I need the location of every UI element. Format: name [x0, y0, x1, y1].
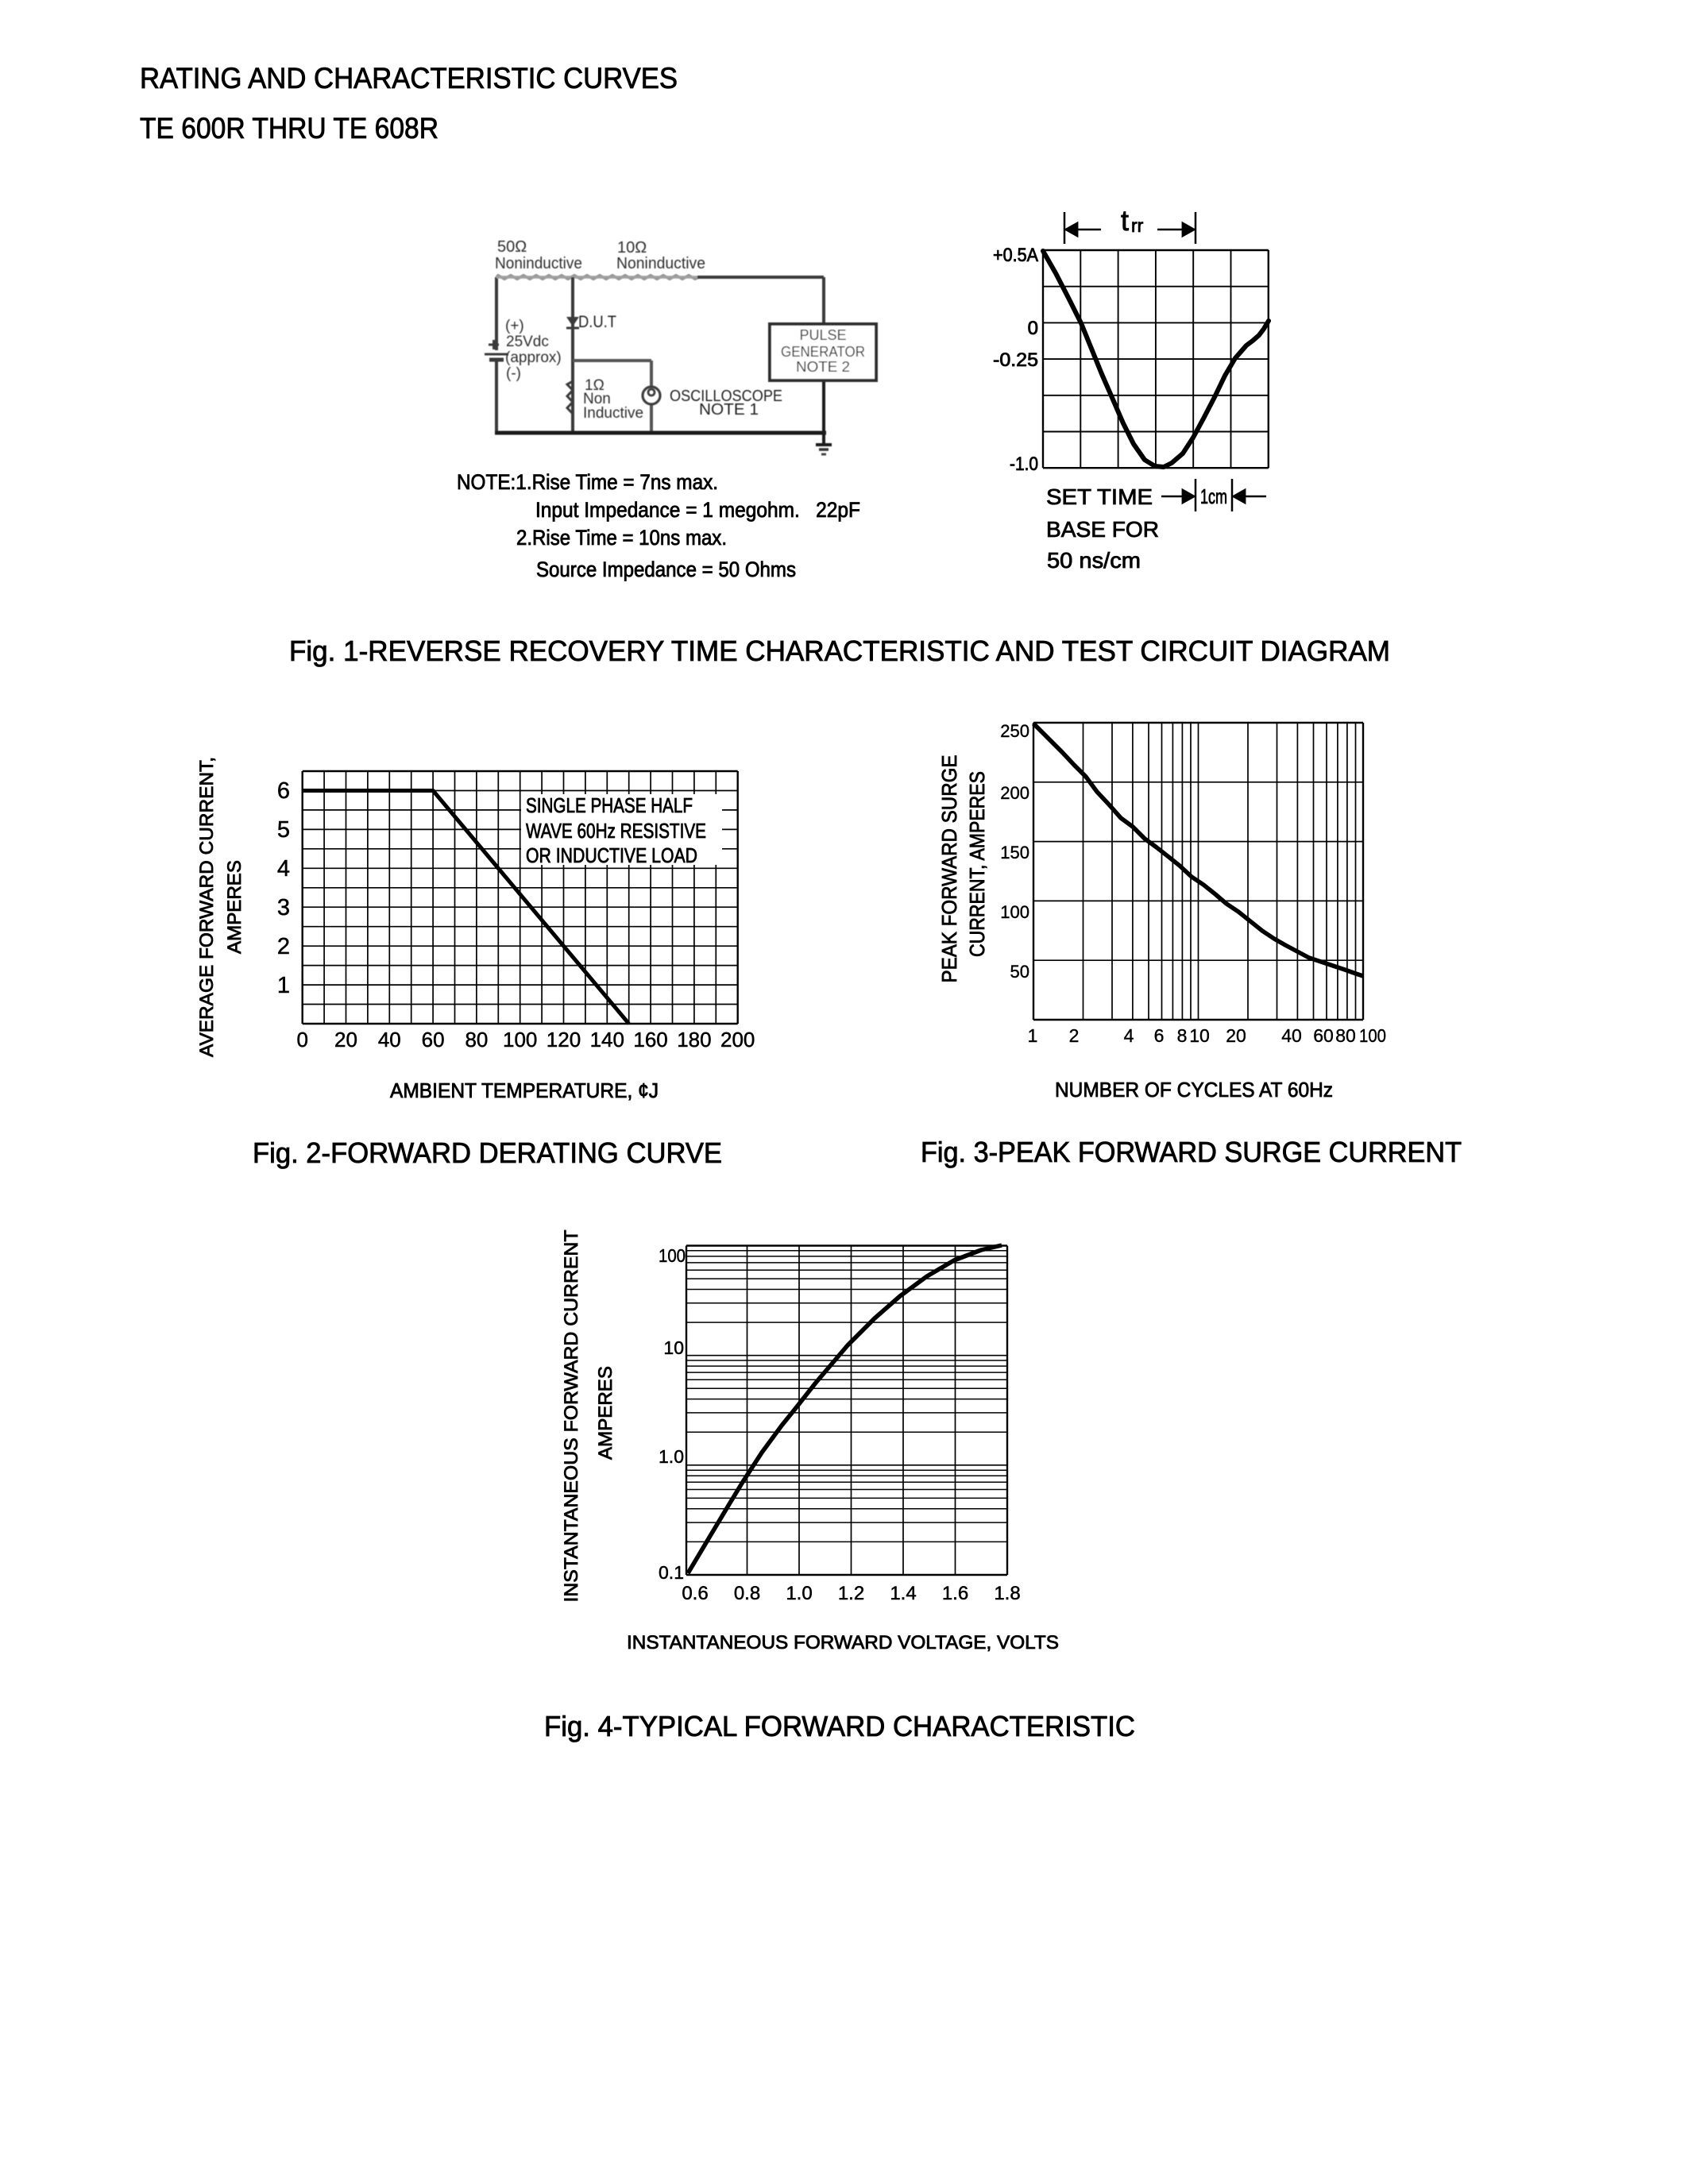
- svg-text:rr: rr: [1131, 215, 1144, 236]
- svg-text:0: 0: [1028, 318, 1038, 339]
- svg-text:20: 20: [334, 1028, 357, 1051]
- svg-text:(-): (-): [506, 365, 521, 382]
- svg-text:0.6: 0.6: [682, 1583, 708, 1604]
- svg-text:1: 1: [1028, 1025, 1038, 1046]
- svg-text:80: 80: [465, 1028, 488, 1051]
- svg-text:60: 60: [422, 1028, 445, 1051]
- svg-text:8: 8: [1177, 1025, 1188, 1046]
- svg-text:1.4: 1.4: [890, 1583, 916, 1604]
- svg-text:2: 2: [277, 934, 290, 959]
- svg-text:AVERAGE FORWARD CURRENT,: AVERAGE FORWARD CURRENT,: [196, 757, 218, 1057]
- svg-text:Non: Non: [583, 391, 611, 407]
- svg-text:INSTANTANEOUS FORWARD CURRENT: INSTANTANEOUS FORWARD CURRENT: [561, 1229, 582, 1602]
- svg-text:AMPERES: AMPERES: [595, 1366, 616, 1460]
- svg-text:t: t: [1121, 204, 1129, 237]
- svg-text:+0.5A: +0.5A: [993, 245, 1038, 266]
- svg-text:CURRENT, AMPERES: CURRENT, AMPERES: [965, 771, 989, 957]
- svg-text:120: 120: [547, 1028, 581, 1051]
- svg-text:Fig. 4-TYPICAL FORWARD CHARACT: Fig. 4-TYPICAL FORWARD CHARACTERISTIC: [544, 1710, 1135, 1742]
- svg-text:NOTE:1.Rise Time = 7ns max.: NOTE:1.Rise Time = 7ns max.: [457, 470, 718, 494]
- svg-text:140: 140: [590, 1028, 624, 1051]
- svg-text:(approx): (approx): [505, 349, 562, 366]
- svg-text:50 ns/cm: 50 ns/cm: [1047, 548, 1141, 573]
- svg-text:100: 100: [1359, 1025, 1386, 1046]
- svg-text:SINGLE PHASE HALF: SINGLE PHASE HALF: [526, 793, 693, 817]
- svg-text:160: 160: [633, 1028, 667, 1051]
- svg-text:Fig. 3-PEAK FORWARD SURGE CURR: Fig. 3-PEAK FORWARD SURGE CURRENT: [921, 1136, 1462, 1168]
- svg-text:150: 150: [1000, 843, 1029, 862]
- svg-text:20: 20: [1226, 1025, 1246, 1046]
- svg-text:10: 10: [1189, 1025, 1210, 1046]
- svg-text:Noninductive: Noninductive: [495, 255, 582, 272]
- svg-text:180: 180: [677, 1028, 711, 1051]
- svg-text:25Vdc: 25Vdc: [506, 334, 549, 350]
- svg-text:BASE FOR: BASE FOR: [1046, 517, 1159, 542]
- svg-text:INSTANTANEOUS FORWARD VOLTAGE,: INSTANTANEOUS FORWARD VOLTAGE, VOLTS: [627, 1632, 1059, 1653]
- svg-text:1Ω: 1Ω: [585, 377, 605, 394]
- svg-text:1.0: 1.0: [659, 1446, 684, 1467]
- svg-text:NOTE 1: NOTE 1: [699, 401, 759, 419]
- svg-text:3: 3: [277, 895, 290, 920]
- svg-text:60: 60: [1313, 1025, 1334, 1046]
- svg-text:80: 80: [1335, 1025, 1356, 1046]
- svg-text:1.0: 1.0: [786, 1583, 812, 1604]
- svg-text:1: 1: [277, 973, 290, 998]
- svg-text:GENERATOR: GENERATOR: [781, 344, 865, 360]
- svg-text:4: 4: [277, 856, 290, 882]
- svg-text:100: 100: [1000, 902, 1029, 922]
- svg-text:2.Rise Time = 10ns max.: 2.Rise Time = 10ns max.: [516, 526, 727, 550]
- svg-text:AMPERES: AMPERES: [224, 860, 245, 954]
- svg-text:PULSE: PULSE: [800, 327, 847, 343]
- svg-text:1.2: 1.2: [838, 1583, 864, 1604]
- svg-text:Source Impedance = 50 Ohms: Source Impedance = 50 Ohms: [536, 558, 796, 581]
- svg-text:(+): (+): [505, 318, 524, 334]
- svg-text:Input Impedance = 1 megohm.: Input Impedance = 1 megohm. 22pF: [535, 498, 860, 522]
- svg-text:0: 0: [296, 1028, 307, 1051]
- svg-text:1cm: 1cm: [1200, 484, 1227, 508]
- svg-text:6: 6: [277, 778, 290, 804]
- svg-text:1.6: 1.6: [942, 1583, 968, 1604]
- svg-text:2: 2: [1069, 1025, 1080, 1046]
- svg-text:50Ω: 50Ω: [497, 238, 527, 256]
- svg-text:40: 40: [378, 1028, 401, 1051]
- svg-text:-1.0: -1.0: [1010, 453, 1038, 475]
- svg-text:RATING AND CHARACTERISTIC CURV: RATING AND CHARACTERISTIC CURVES: [140, 62, 678, 95]
- svg-text:5: 5: [277, 817, 290, 843]
- svg-text:10: 10: [663, 1337, 684, 1358]
- svg-text:0.8: 0.8: [734, 1583, 760, 1604]
- svg-text:NUMBER OF CYCLES AT 60Hz: NUMBER OF CYCLES AT 60Hz: [1055, 1078, 1333, 1102]
- svg-text:NOTE 2: NOTE 2: [796, 359, 850, 375]
- svg-text:OSCILLOSCOPE: OSCILLOSCOPE: [670, 388, 782, 405]
- svg-text:PEAK FORWARD SURGE: PEAK FORWARD SURGE: [937, 755, 961, 983]
- svg-text:100: 100: [659, 1245, 686, 1266]
- svg-text:Fig. 1-REVERSE RECOVERY TIME C: Fig. 1-REVERSE RECOVERY TIME CHARACTERIS…: [289, 635, 1390, 667]
- svg-text:100: 100: [503, 1028, 537, 1051]
- svg-text:D.U.T: D.U.T: [578, 313, 616, 331]
- svg-text:Fig. 2-FORWARD DERATING CURVE: Fig. 2-FORWARD DERATING CURVE: [253, 1136, 722, 1169]
- svg-text:250: 250: [1000, 721, 1029, 741]
- svg-text:4: 4: [1124, 1025, 1134, 1046]
- svg-text:40: 40: [1281, 1025, 1302, 1046]
- svg-text:200: 200: [720, 1028, 755, 1051]
- svg-text:Inductive: Inductive: [583, 405, 643, 422]
- svg-text:Noninductive: Noninductive: [616, 255, 705, 272]
- svg-text:-0.25: -0.25: [993, 349, 1038, 371]
- svg-text:SET TIME: SET TIME: [1046, 484, 1153, 509]
- svg-text:1.8: 1.8: [994, 1583, 1020, 1604]
- svg-text:6: 6: [1154, 1025, 1165, 1046]
- svg-text:10Ω: 10Ω: [617, 239, 647, 257]
- svg-text:50: 50: [1010, 962, 1029, 982]
- svg-text:AMBIENT TEMPERATURE, ¢J: AMBIENT TEMPERATURE, ¢J: [390, 1078, 659, 1102]
- svg-text:OR INDUCTIVE LOAD: OR INDUCTIVE LOAD: [526, 843, 697, 867]
- svg-text:TE 600R THRU TE 608R: TE 600R THRU TE 608R: [140, 112, 438, 145]
- svg-text:WAVE 60Hz RESISTIVE: WAVE 60Hz RESISTIVE: [526, 819, 706, 843]
- svg-text:0.1: 0.1: [659, 1562, 684, 1583]
- svg-text:200: 200: [1000, 783, 1029, 803]
